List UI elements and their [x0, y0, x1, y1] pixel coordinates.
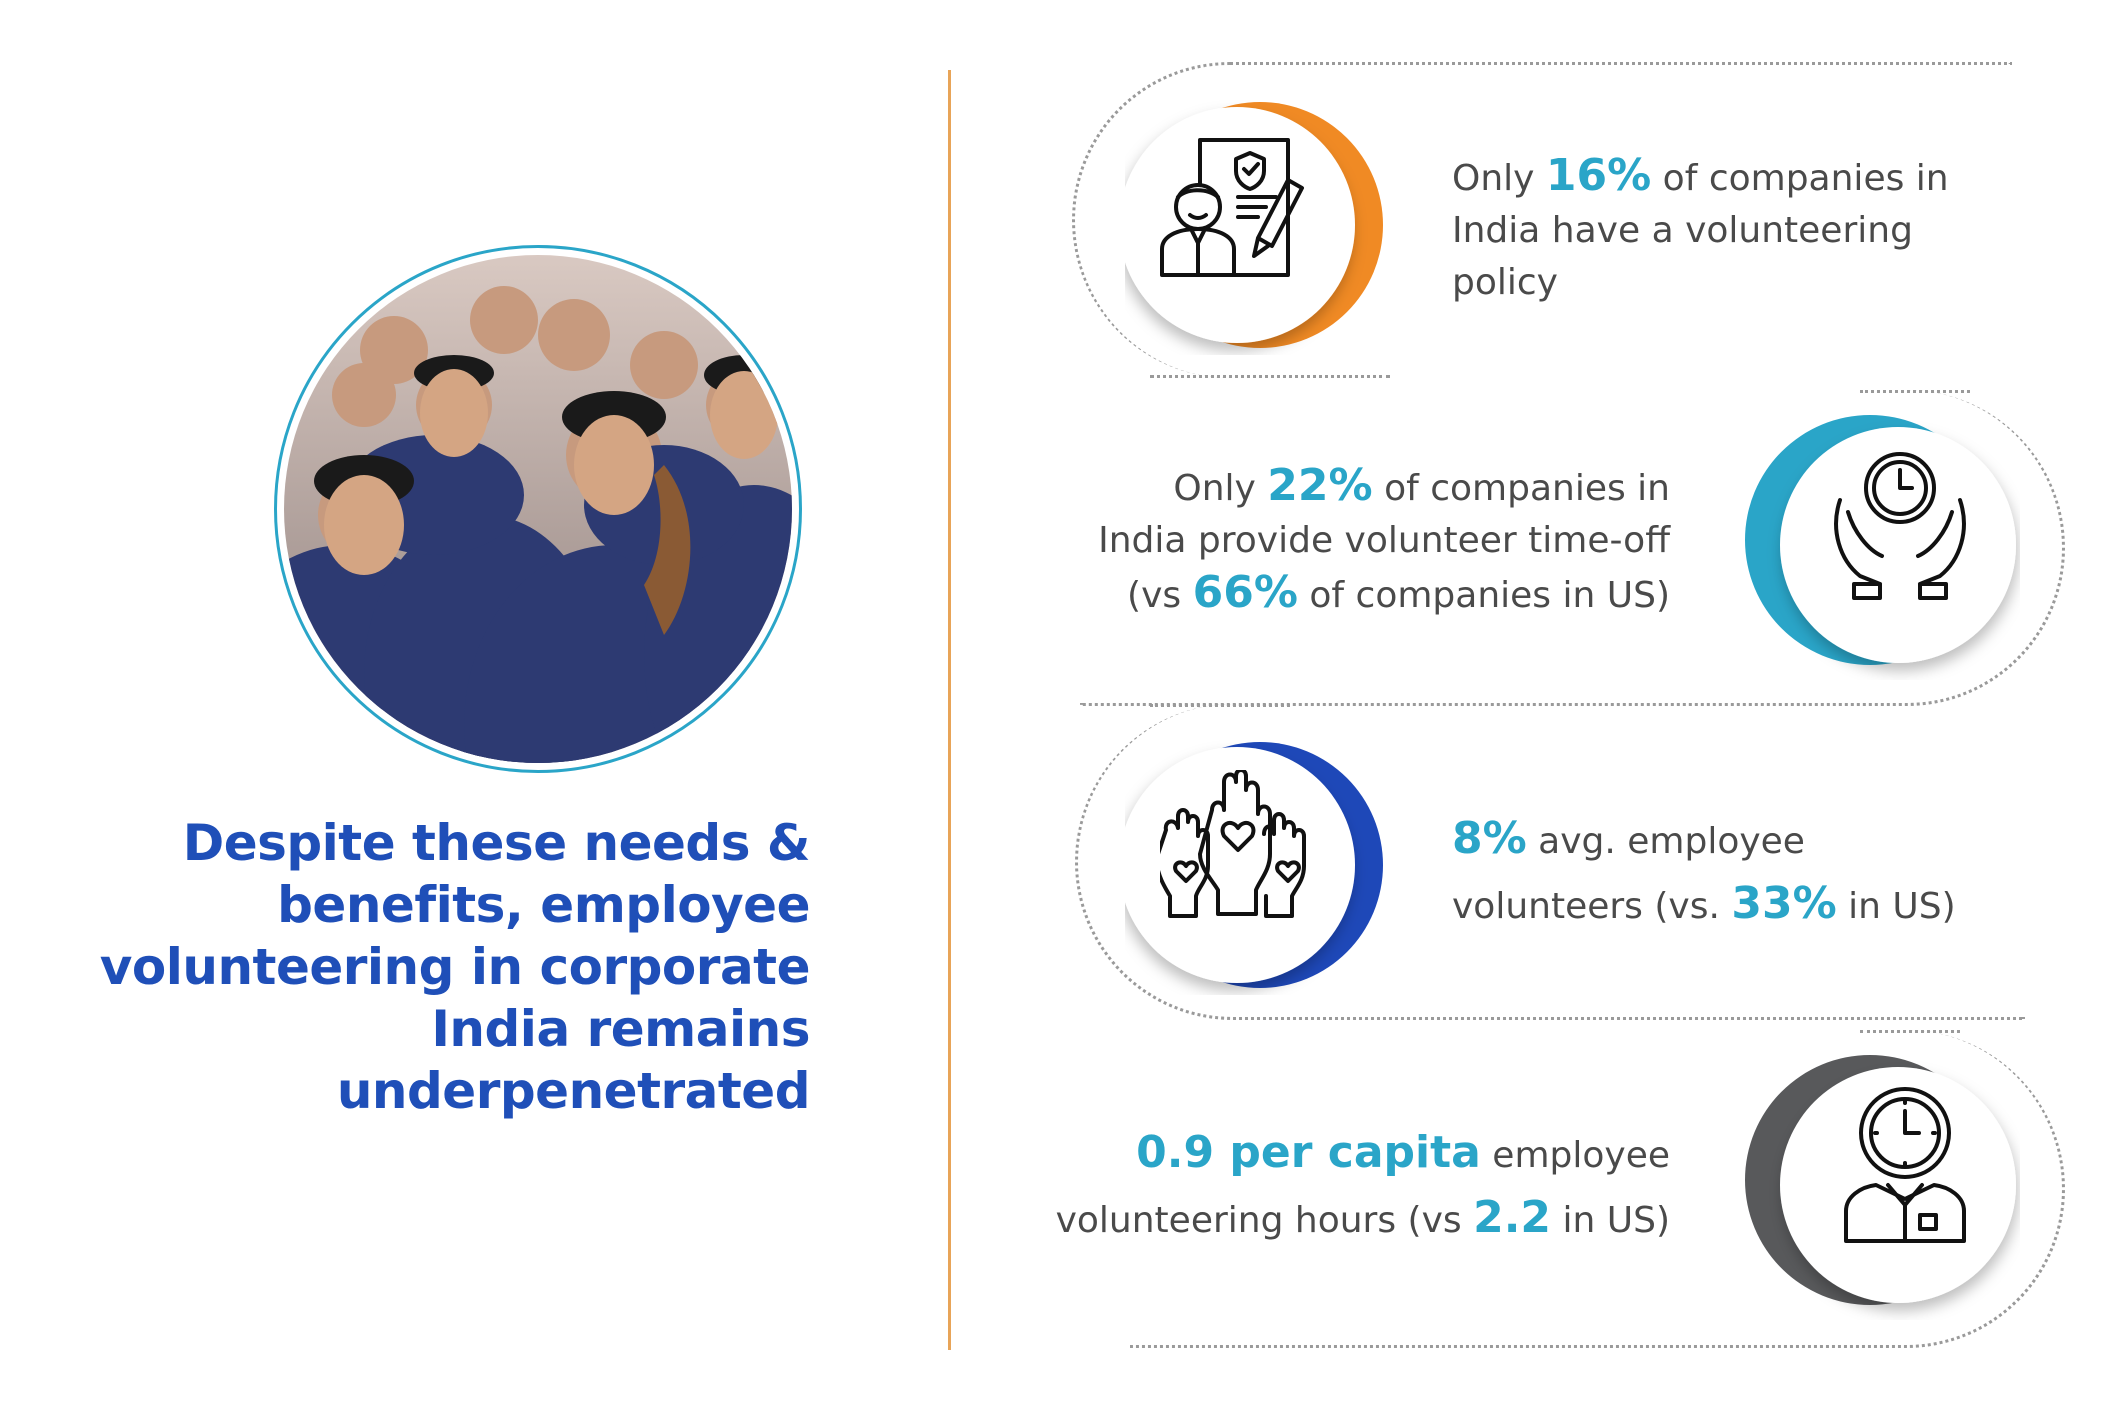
stat-card-3-top-edge: [1150, 704, 1290, 707]
stat-card-2: [1080, 390, 2065, 706]
policy-document-person-icon: [1160, 138, 1304, 277]
stat-card-1: [1072, 62, 2012, 378]
stat-highlight: 33%: [1731, 878, 1837, 929]
stat-highlight: 66%: [1192, 567, 1298, 618]
stat-card-4: [1130, 1030, 2065, 1348]
stat-highlight: 22%: [1267, 460, 1373, 511]
stat-card-2-top-edge: [1860, 390, 1970, 393]
headline-line: India remains: [431, 1000, 810, 1058]
group-of-volunteers-photo: [284, 255, 792, 763]
stat-card-3: [1075, 704, 2025, 1020]
stat-highlight: 8%: [1452, 813, 1527, 864]
stat-highlight: 2.2: [1473, 1192, 1552, 1243]
clock-employee-icon: [1844, 1087, 1966, 1243]
headline-line: Despite these needs &: [182, 814, 811, 872]
stat-text-4: 0.9 per capita employee volunteering hou…: [1055, 1127, 1670, 1243]
stat-card-3-badge: [1125, 742, 1383, 988]
team-photo-frame: [274, 245, 802, 773]
headline-line: underpenetrated: [336, 1062, 811, 1120]
vertical-divider: [948, 70, 951, 1350]
stat-text-3: 8% avg. employee volunteers (vs. 33% in …: [1452, 813, 1956, 929]
raised-hands-heart-icon: [1160, 770, 1306, 918]
stat-card-1-bottom-edge: [1150, 375, 1390, 378]
headline-line: benefits, employee: [277, 876, 810, 934]
clock-hands-icon: [1834, 452, 1966, 600]
headline: Despite these needs & benefits, employee…: [30, 812, 811, 1122]
stat-highlight: 0.9 per capita: [1136, 1127, 1481, 1178]
stat-highlight: 16%: [1545, 150, 1652, 201]
headline-line: volunteering in corporate: [99, 938, 811, 996]
stat-text-1: Only 16% of companies in India have a vo…: [1452, 150, 1949, 303]
stat-card-4-top-edge: [1860, 1030, 1960, 1033]
stat-text-2: Only 22% of companies in India provide v…: [1098, 460, 1670, 618]
